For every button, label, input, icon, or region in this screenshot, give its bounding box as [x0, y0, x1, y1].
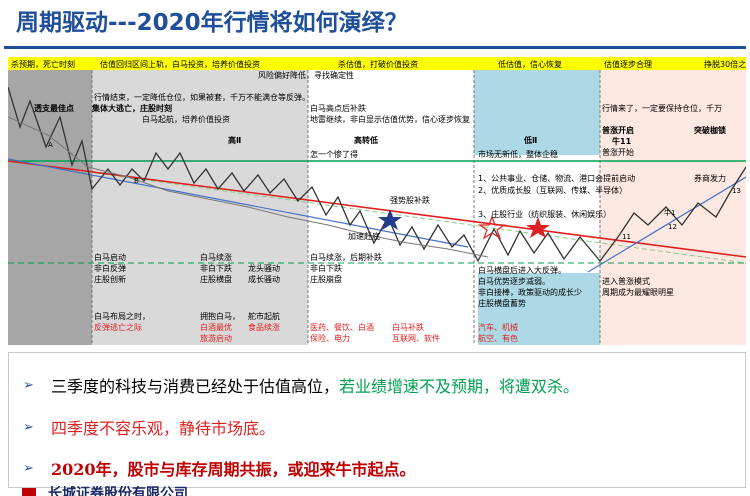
p5-label: 牛11 [612, 136, 632, 146]
p4-label: 非白接棒，政策驱动的成长少 [478, 287, 582, 297]
bullet-item: ➢ 2020年，股市与库存周期共振，或迎来牛市起点。 [23, 453, 416, 483]
line-label: A [48, 141, 53, 149]
p2-label: 成长骚动 [248, 274, 280, 284]
logo-mark [22, 488, 36, 496]
p1-label: 反弹逃亡之际 [94, 322, 142, 332]
p5-label: 券商发力 [694, 173, 726, 183]
star-markers [378, 209, 550, 240]
p4-label: 1、公共事业、仓储、物流、港口会提前启动 [478, 173, 635, 183]
bullet-text: 三季度的科技与消费已经处于估值高位，若业绩增速不及预期，将遭双杀。 [51, 377, 580, 396]
cycle-chart-svg: 杀预期，死亡时刻 估值回归区间上轨，白马投资，培养价值投资 杀估值，打破价值投资… [8, 57, 746, 345]
footer-company: 长城证券股份有限公司 [48, 486, 188, 496]
line-label: 11 [622, 233, 631, 241]
p2-label: 舵市起航 [248, 311, 280, 321]
phase-header-band [8, 57, 746, 70]
p3-label: 高转低 [354, 135, 378, 145]
p1-label: 白马布局之时， [94, 311, 150, 321]
p2-label: 龙头骚动 [248, 263, 280, 273]
band-label-2: 估值回归区间上轨，白马投资，培养价值投资 [100, 59, 260, 69]
p2-label: 白马续涨 [200, 252, 232, 262]
summary-box: ➢ 三季度的科技与消费已经处于估值高位，若业绩增速不及预期，将遭双杀。 ➢ 四季… [8, 352, 746, 488]
p4-label: 3、庄股行业（纺织服装、休闲娱乐） [478, 209, 611, 219]
p1-label: 庄股创新 [94, 274, 126, 284]
p2-label: 白马起航，培养价值投资 [142, 114, 230, 124]
band-label-1: 杀预期，死亡时刻 [11, 59, 75, 69]
star-icon [378, 209, 402, 230]
phase-2-background [92, 57, 308, 345]
p4-label: 市场无新低，整体企稳 [478, 149, 558, 159]
p4-label: 2、优质成长股（互联网、传媒、半导体） [478, 185, 627, 195]
p5-label: 普涨开启 [602, 125, 634, 135]
phase-1-background [8, 57, 92, 345]
bullet-item: ➢ 四季度不容乐观，静待市场底。 [23, 412, 275, 442]
p3-label: 强势股补跌 [390, 195, 430, 205]
cutout-white [363, 155, 478, 345]
p3-label: 怎一个惨了得 [310, 149, 358, 159]
p1-label: 透支最佳点 [34, 103, 74, 113]
line-label: 牛1 [664, 208, 675, 217]
p2-label: 非白下跌 [200, 263, 232, 273]
p4-label: 航空、有色 [478, 333, 518, 343]
line-label: 12 [668, 223, 677, 231]
p3-label: 白马续涨，后期补跌 [310, 252, 382, 262]
p2-label: 旅游启动 [200, 333, 232, 343]
p4-label: 白马横盘后进入大反弹。 [478, 265, 566, 275]
p3-label: 非白下跌 [310, 263, 342, 273]
p2-label: 高Ⅱ [228, 135, 241, 145]
p3-label: 白马补跌 [392, 322, 424, 332]
p2-label: 行情结束，一定降低仓位，如果被套，千万不能满仓等反弹。 [94, 92, 310, 102]
p3-label: 风险偏好降低，寻找确定性 [258, 70, 354, 80]
p4-label: 庄股横盘蓄势 [478, 298, 526, 308]
p2-label: 庄股横盘 [200, 274, 232, 284]
star-icon [478, 215, 506, 240]
band-label-5: 估值逐步合理 [604, 59, 652, 69]
secondary-path [8, 116, 489, 258]
arrow-bullet-icon: ➢ [23, 419, 34, 435]
arrow-bullet-icon: ➢ [23, 377, 34, 393]
band-label-4: 低估值，信心恢复 [498, 59, 562, 69]
p4-label: 低Ⅱ [523, 135, 537, 145]
star-icon [526, 217, 550, 238]
bullet-text: 四季度不容乐观，静待市场底。 [51, 419, 276, 438]
band-label-6: 挣脱30倍之 [704, 59, 746, 69]
p5-label: 突破枷锁 [694, 125, 726, 135]
title-divider [4, 46, 746, 49]
blue-rise-line [587, 176, 746, 273]
p1-label: 白马启动 [94, 252, 126, 262]
p1-label: 非白反弹 [94, 263, 126, 273]
red-trend-line [8, 160, 746, 258]
band-label-3: 杀估值，打破价值投资 [338, 59, 418, 69]
p3-label: 加速赶底 [348, 231, 380, 241]
line-label: 13 [732, 187, 741, 195]
blue-trend-line [8, 158, 469, 248]
p4-label: 白马优势逐步减弱。 [478, 276, 550, 286]
p5-label: 周期成为最耀眼明星 [602, 287, 674, 297]
phase-5-background [600, 57, 746, 345]
line-label: B [134, 177, 139, 185]
bullet-item: ➢ 三季度的科技与消费已经处于估值高位，若业绩增速不及预期，将遭双杀。 [23, 370, 579, 400]
p3-label: 医药、餐饮、白酒 [310, 322, 374, 332]
p3-label: 白马高点后补跌 [310, 103, 366, 113]
p5-label: 普涨开始 [602, 147, 634, 157]
p3-label: 庄股崩盘 [310, 274, 342, 284]
bullet-text: 2020年，股市与库存周期共振，或迎来牛市起点。 [51, 460, 416, 479]
p1-label: 集体大逃亡，庄股时刻 [91, 103, 172, 113]
p2-label: 食品续涨 [248, 322, 280, 332]
p5-label: 行情来了，一定要保持仓位，千万 [602, 103, 722, 113]
p2-label: 拥抱白马， [200, 311, 240, 321]
p5-label: 进入普涨模式 [602, 276, 650, 286]
phase-4-textbox [474, 155, 600, 273]
p4-label: 汽车、机械 [478, 322, 518, 332]
page-title: 周期驱动---2020年行情将如何演绎？ [16, 10, 408, 36]
p3-label: 地雷继续，非白显示估值优势，信心逐步恢复 [310, 114, 470, 124]
market-path [8, 86, 746, 263]
arrow-bullet-icon: ➢ [23, 460, 34, 476]
p3-label: 互联网、软件 [392, 333, 440, 343]
p2-label: 白酒最优 [200, 322, 232, 332]
market-cycle-diagram: 杀预期，死亡时刻 估值回归区间上轨，白马投资，培养价值投资 杀估值，打破价值投资… [8, 57, 746, 345]
p3-label: 保险、电力 [310, 333, 350, 343]
